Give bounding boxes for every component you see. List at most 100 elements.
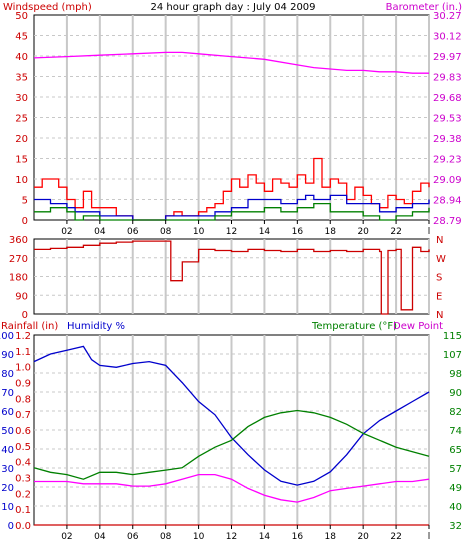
- humidity-tick-label: 80: [1, 369, 14, 380]
- chart-title: 24 hour graph day : July 04 2009: [150, 2, 315, 13]
- temperature-tick-label: 57: [449, 464, 462, 475]
- rainfall-tick-label: 0.2: [15, 489, 31, 500]
- windspeed-tick-label: 5: [22, 196, 28, 207]
- x-tick-label: 22: [390, 227, 401, 237]
- rainfall-tick-label: 0.6: [15, 426, 31, 437]
- windspeed-tick-label: 30: [15, 93, 28, 104]
- temperature-tick-label: 40: [449, 502, 462, 513]
- x-tick-label: 12: [226, 227, 237, 237]
- windspeed-tick-label: 35: [15, 73, 28, 84]
- barometer-tick-label: 28.79: [433, 216, 462, 227]
- compass-tick-label: N: [436, 310, 443, 321]
- windspeed-tick-label: 40: [15, 52, 28, 63]
- rainfall-tick-label: 0.4: [15, 458, 31, 469]
- direction-series-line: [34, 240, 430, 315]
- temperature-axis-label: Temperature (°F): [311, 321, 397, 332]
- temperature-tick-label: 74: [449, 426, 462, 437]
- barometer-tick-label: 28.94: [433, 196, 462, 207]
- windspeed-tick-label: 25: [15, 114, 28, 125]
- x-tick-label: 20: [357, 227, 369, 237]
- x-tick-label: 14: [259, 532, 271, 542]
- x-tick-label: 18: [325, 227, 337, 237]
- compass-tick-label: N: [436, 235, 443, 246]
- temperature-tick-label: 98: [449, 369, 462, 380]
- humidity-tick-label: 0: [8, 521, 14, 532]
- barometer-tick-label: 29.68: [433, 93, 462, 104]
- wind_low-series-line: [34, 202, 430, 221]
- x-tick-label: 04: [94, 532, 106, 542]
- barometer-tick-label: 29.38: [433, 134, 462, 145]
- windspeed-tick-label: 50: [15, 11, 28, 22]
- x-tick-label: l: [428, 227, 431, 237]
- compass-tick-label: E: [436, 291, 442, 302]
- barometer-series-line: [33, 51, 429, 74]
- windspeed-tick-label: 0: [22, 216, 28, 227]
- temperature-series-line: [33, 409, 430, 480]
- barometer-axis-label: Barometer (in.): [386, 2, 462, 13]
- x-tick-label: 14: [259, 227, 271, 237]
- x-tick-label: l: [428, 532, 431, 542]
- barometer-tick-label: 30.27: [433, 11, 462, 22]
- humidity-tick-label: 10: [1, 502, 14, 513]
- x-tick-label: 20: [357, 532, 369, 542]
- wind_avg-series-line: [34, 194, 430, 221]
- humidity-axis-label: Humidity %: [67, 321, 125, 332]
- direction-degree-tick-label: 0: [22, 310, 28, 321]
- rainfall-tick-label: 0.8: [15, 394, 31, 405]
- x-tick-label: 04: [94, 227, 106, 237]
- rainfall-tick-label: 0.9: [15, 379, 31, 390]
- x-tick-label: 18: [325, 532, 337, 542]
- dewpoint-axis-label: Dew Point: [393, 321, 443, 332]
- humidity-tick-label: 30: [1, 464, 14, 475]
- barometer-tick-label: 29.53: [433, 114, 462, 125]
- temperature-tick-label: 65: [449, 445, 462, 456]
- rainfall-tick-label: 1.1: [15, 347, 31, 358]
- x-tick-label: 06: [127, 532, 139, 542]
- rainfall-tick-label: 0.3: [15, 474, 31, 485]
- x-tick-label: 10: [193, 532, 205, 542]
- humidity-tick-label: 100: [0, 331, 14, 342]
- humidity-tick-label: 60: [1, 407, 14, 418]
- barometer-tick-label: 29.09: [433, 175, 462, 186]
- humidity-tick-label: 40: [1, 445, 14, 456]
- windspeed-tick-label: 10: [15, 175, 28, 186]
- direction-degree-tick-label: 270: [9, 254, 28, 265]
- direction-degree-tick-label: 180: [9, 273, 28, 284]
- x-tick-label: 06: [127, 227, 139, 237]
- barometer-tick-label: 30.12: [433, 32, 462, 43]
- humidity-series-line: [33, 345, 430, 486]
- barometer-tick-label: 29.23: [433, 155, 462, 166]
- temperature-tick-label: 90: [449, 388, 462, 399]
- temperature-tick-label: 107: [443, 350, 462, 361]
- x-tick-label: 08: [160, 532, 172, 542]
- x-tick-label: 02: [61, 227, 72, 237]
- rainfall-tick-label: 1.2: [15, 331, 31, 342]
- barometer-tick-label: 29.97: [433, 52, 462, 63]
- barometer-tick-label: 29.83: [433, 73, 462, 84]
- humidity-tick-label: 70: [1, 388, 14, 399]
- chart-panels: 5045403530252015105030.2730.1229.9729.83…: [0, 11, 462, 542]
- temperature-tick-label: 82: [449, 407, 462, 418]
- x-tick-label: 10: [193, 227, 205, 237]
- x-tick-label: 16: [292, 227, 304, 237]
- humidity-tick-label: 50: [1, 426, 14, 437]
- x-tick-label: 12: [226, 532, 237, 542]
- humidity-tick-label: 20: [1, 483, 14, 494]
- compass-tick-label: S: [436, 273, 442, 284]
- direction-degree-tick-label: 360: [9, 235, 28, 246]
- dewpoint-series-line: [34, 473, 430, 503]
- rainfall-tick-label: 0.7: [15, 410, 31, 421]
- windspeed-tick-label: 45: [15, 32, 28, 43]
- rainfall-tick-label: 0.0: [15, 521, 31, 532]
- direction-degree-tick-label: 90: [15, 291, 28, 302]
- x-tick-label: 08: [160, 227, 172, 237]
- humidity-tick-label: 90: [1, 350, 14, 361]
- windspeed-tick-label: 15: [15, 155, 28, 166]
- x-tick-label: 16: [292, 532, 304, 542]
- rainfall-axis-label: Rainfall (in): [1, 321, 58, 332]
- temperature-tick-label: 49: [449, 483, 462, 494]
- rainfall-tick-label: 1.0: [15, 363, 31, 374]
- x-tick-label: 02: [61, 532, 72, 542]
